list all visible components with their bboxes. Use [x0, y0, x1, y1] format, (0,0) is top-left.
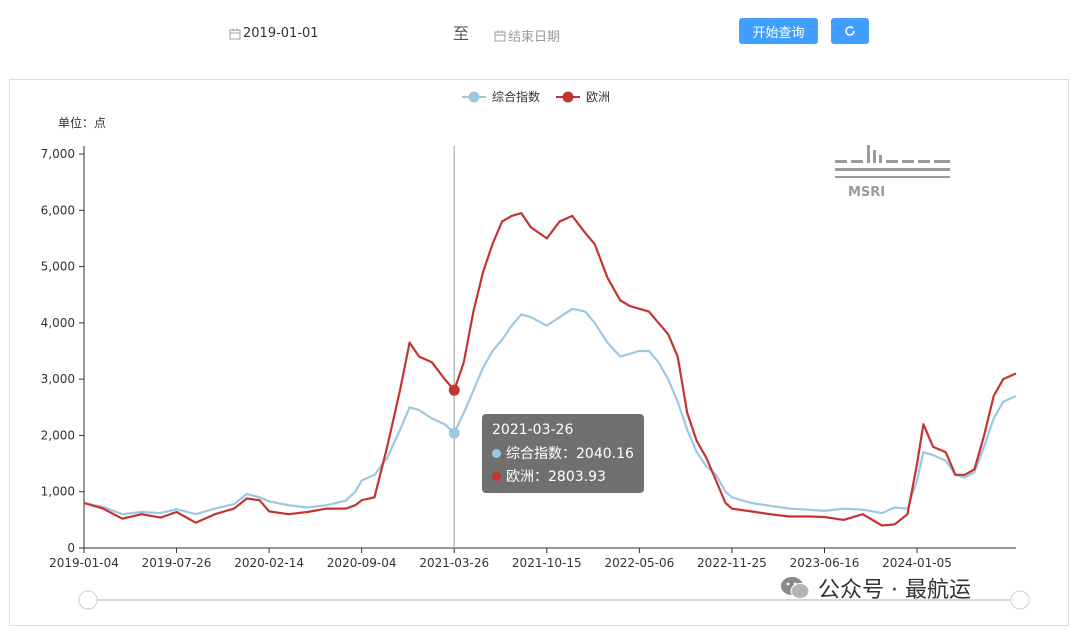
- series-line-0: [83, 307, 1017, 516]
- tooltip-row: 欧洲：2803.93: [492, 466, 634, 486]
- watermark-text: 公众号 · 最航运: [818, 578, 971, 603]
- x-tick-label: 2023-06-16: [790, 556, 860, 570]
- x-tick-label: 2024-01-05: [882, 556, 952, 570]
- chart-panel: [9, 79, 1069, 626]
- legend-label: 综合指数: [492, 89, 540, 104]
- x-tick-label: 2021-03-26: [419, 556, 489, 570]
- wechat-watermark: 公众号 · 最航运: [780, 572, 971, 604]
- start-date-value: 2019-01-01: [243, 26, 319, 41]
- slider-end-handle[interactable]: [1010, 590, 1030, 610]
- x-tick-label: 2022-05-06: [604, 556, 674, 570]
- y-tick-label: 1,000: [41, 485, 75, 499]
- calendar-icon: [494, 30, 506, 41]
- x-tick-label: 2020-09-04: [327, 556, 397, 570]
- data-zoom-slider[interactable]: [78, 590, 1030, 610]
- x-tick-label: 2021-10-15: [512, 556, 582, 570]
- tooltip-row: 综合指数：2040.16: [492, 443, 634, 463]
- x-axis: 2019-01-04 2019-07-26 2020-02-14 2020-09-04…: [49, 547, 1016, 570]
- highlight-point: [448, 384, 460, 396]
- legend[interactable]: 综合指数 欧洲: [462, 89, 610, 104]
- tooltip-row-label: 综合指数：2040.16: [506, 446, 634, 462]
- y-tick-label: 4,000: [41, 316, 75, 330]
- end-date-placeholder: 结束日期: [508, 30, 561, 45]
- series-dot-icon: [492, 448, 501, 458]
- y-tick-label: 3,000: [41, 372, 75, 386]
- calendar-icon: [229, 28, 241, 39]
- refresh-icon: [845, 26, 855, 36]
- refresh-button[interactable]: [831, 18, 869, 44]
- x-tick-label: 2019-07-26: [142, 556, 212, 570]
- y-tick-label: 5,000: [41, 260, 75, 274]
- start-date-input[interactable]: 2019-01-01: [229, 26, 319, 41]
- legend-label: 欧洲: [586, 90, 610, 104]
- y-tick-label: 0: [67, 541, 75, 555]
- y-tick-label: 6,000: [41, 203, 75, 217]
- tooltip-row-label: 欧洲：2803.93: [506, 469, 606, 485]
- tooltip-date: 2021-03-26: [492, 422, 574, 438]
- series-dot-icon: [492, 471, 501, 481]
- toolbar: 2019-01-01 至 结束日期 开始查询: [0, 0, 1080, 70]
- series-layer: [83, 212, 1017, 527]
- series-line-1: [83, 212, 1017, 527]
- tooltip: 2021-03-26 综合指数：2040.16 欧洲：2803.93: [482, 414, 644, 493]
- wechat-icon: [781, 577, 810, 599]
- legend-item[interactable]: 欧洲: [556, 90, 610, 104]
- start-query-button[interactable]: 开始查询: [739, 18, 818, 44]
- legend-dot-icon: [562, 91, 574, 103]
- legend-item[interactable]: 综合指数: [462, 89, 540, 104]
- y-tick-label: 2,000: [41, 428, 75, 442]
- x-tick-label: 2022-11-25: [697, 556, 767, 570]
- msri-logo: MSRI: [835, 145, 950, 200]
- logo-text: MSRI: [848, 185, 885, 200]
- y-axis: 0 1,000 2,000 3,000 4,000 5,000 6,000 7,000: [41, 146, 85, 555]
- highlight-point: [448, 427, 460, 439]
- legend-dot-icon: [468, 91, 480, 103]
- x-tick-label: 2019-01-04: [49, 556, 119, 570]
- unit-label: 单位：点: [58, 115, 106, 130]
- end-date-input[interactable]: 结束日期: [494, 26, 560, 45]
- y-tick-label: 7,000: [41, 147, 75, 161]
- slider-start-handle[interactable]: [78, 590, 98, 610]
- x-tick-label: 2020-02-14: [234, 556, 304, 570]
- date-separator: 至: [453, 24, 470, 43]
